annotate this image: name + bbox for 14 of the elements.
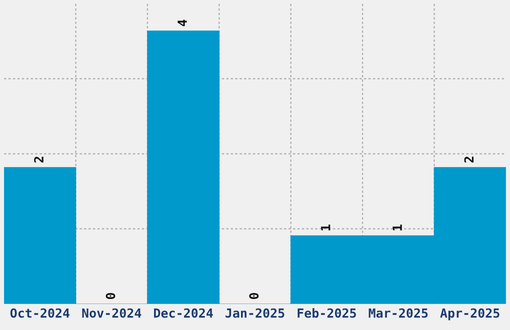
data-label: 0	[249, 292, 259, 300]
x-tick-label: Feb-2025	[298, 308, 356, 318]
data-label: 4	[178, 20, 187, 26]
data-label: 2	[34, 156, 44, 163]
x-tick-label: Apr-2025	[440, 308, 500, 320]
x-tick-label: Oct-2024	[10, 308, 70, 318]
data-label: 2	[464, 156, 474, 163]
x-tick-label: Jan-2025	[226, 308, 284, 318]
data-label: 1	[392, 224, 402, 230]
x-tick-label: Dec-2024	[154, 308, 213, 318]
x-tick-label: Nov-2024	[82, 308, 142, 318]
data-label: 1	[321, 224, 330, 230]
x-tick-label: Mar-2025	[368, 308, 428, 318]
data-label: 0	[106, 292, 116, 300]
